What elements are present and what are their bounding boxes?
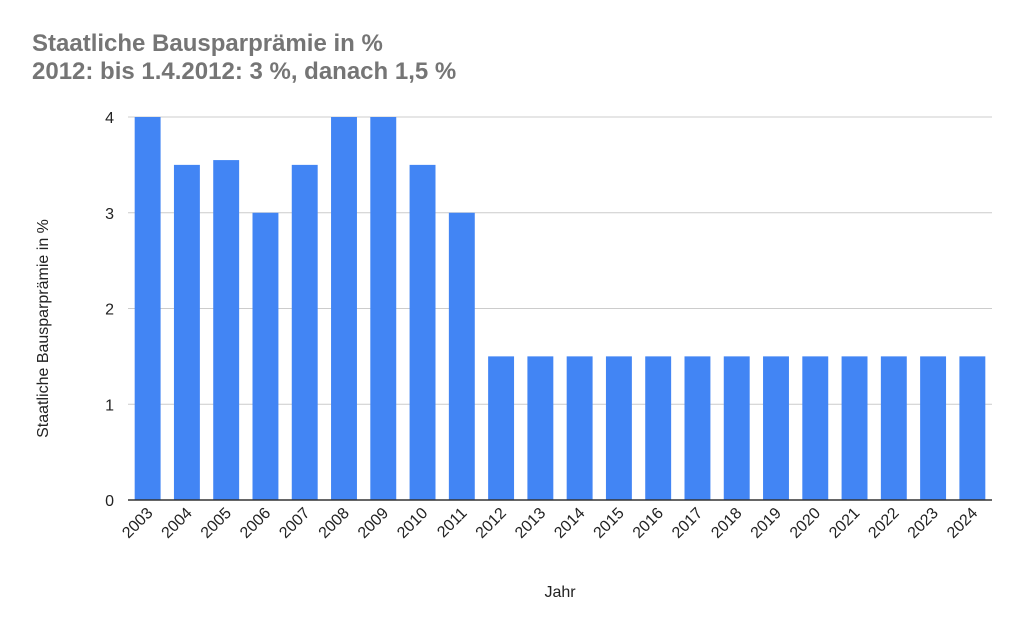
bar-2017 bbox=[684, 356, 711, 500]
bar-2021 bbox=[841, 356, 868, 500]
bar-2006 bbox=[252, 212, 279, 500]
y-tick-label: 4 bbox=[105, 110, 114, 127]
bar-2014 bbox=[566, 356, 593, 500]
x-tick-label: 2003 bbox=[119, 505, 156, 542]
x-tick-label: 2005 bbox=[198, 505, 235, 542]
x-tick-label: 2021 bbox=[826, 505, 863, 542]
bar-2023 bbox=[920, 356, 947, 500]
bar-2008 bbox=[331, 117, 357, 500]
y-tick-labels: 0 1 2 3 4 bbox=[105, 110, 114, 510]
bar-2016 bbox=[645, 356, 672, 500]
bar-2009 bbox=[370, 117, 397, 500]
x-tick-label: 2023 bbox=[905, 505, 942, 542]
y-tick-label: 0 bbox=[105, 493, 114, 510]
x-tick-label: 2019 bbox=[748, 505, 785, 542]
x-tick-label: 2006 bbox=[237, 505, 274, 542]
bar-2007 bbox=[291, 164, 318, 500]
x-tick-label: 2004 bbox=[159, 505, 196, 542]
bar-2015 bbox=[605, 356, 632, 500]
x-tick-label: 2009 bbox=[355, 505, 392, 542]
chart-title-block: Staatliche Bausparprämie in % 2012: bis … bbox=[32, 30, 456, 86]
x-tick-label: 2016 bbox=[630, 505, 667, 542]
bar-2005 bbox=[213, 160, 240, 500]
x-tick-label: 2024 bbox=[944, 505, 981, 542]
chart-title: Staatliche Bausparprämie in % bbox=[32, 30, 383, 57]
bar-2024 bbox=[959, 356, 986, 500]
y-axis-label: Staatliche Bausparprämie in % bbox=[35, 219, 52, 438]
chart-subtitle: 2012: bis 1.4.2012: 3 %, danach 1,5 % bbox=[32, 58, 457, 85]
x-tick-label: 2015 bbox=[591, 505, 628, 542]
bar-2019 bbox=[763, 356, 789, 500]
x-tick-label: 2007 bbox=[276, 505, 313, 542]
bar-2022 bbox=[880, 356, 907, 500]
x-tick-label: 2010 bbox=[394, 505, 431, 542]
x-tick-label: 2018 bbox=[708, 505, 745, 542]
bar-2011 bbox=[448, 212, 475, 500]
x-tick-label: 2012 bbox=[473, 505, 510, 542]
x-tick-label: 2014 bbox=[551, 505, 588, 542]
x-tick-label: 2020 bbox=[787, 505, 824, 542]
bar-2003 bbox=[134, 117, 161, 500]
x-tick-label: 2008 bbox=[316, 505, 353, 542]
bar-2013 bbox=[527, 356, 554, 500]
y-tick-label: 1 bbox=[105, 397, 114, 414]
y-tick-label: 2 bbox=[105, 302, 114, 319]
x-tick-label: 2011 bbox=[434, 505, 470, 541]
bar-2020 bbox=[802, 356, 829, 500]
x-tick-label: 2017 bbox=[669, 505, 706, 542]
bar-2004 bbox=[173, 164, 200, 500]
bar-2010 bbox=[409, 164, 436, 500]
x-axis-label: Jahr bbox=[544, 584, 576, 601]
bar-2018 bbox=[723, 356, 750, 500]
y-tick-label: 3 bbox=[105, 206, 114, 223]
x-tick-labels: 2003 2004 2005 2006 2007 2008 2009 2010 2011 2012… bbox=[119, 505, 981, 542]
x-tick-label: 2022 bbox=[865, 505, 902, 542]
x-tick-label: 2013 bbox=[512, 505, 549, 542]
bars bbox=[134, 117, 986, 500]
bar-2012 bbox=[488, 356, 515, 500]
